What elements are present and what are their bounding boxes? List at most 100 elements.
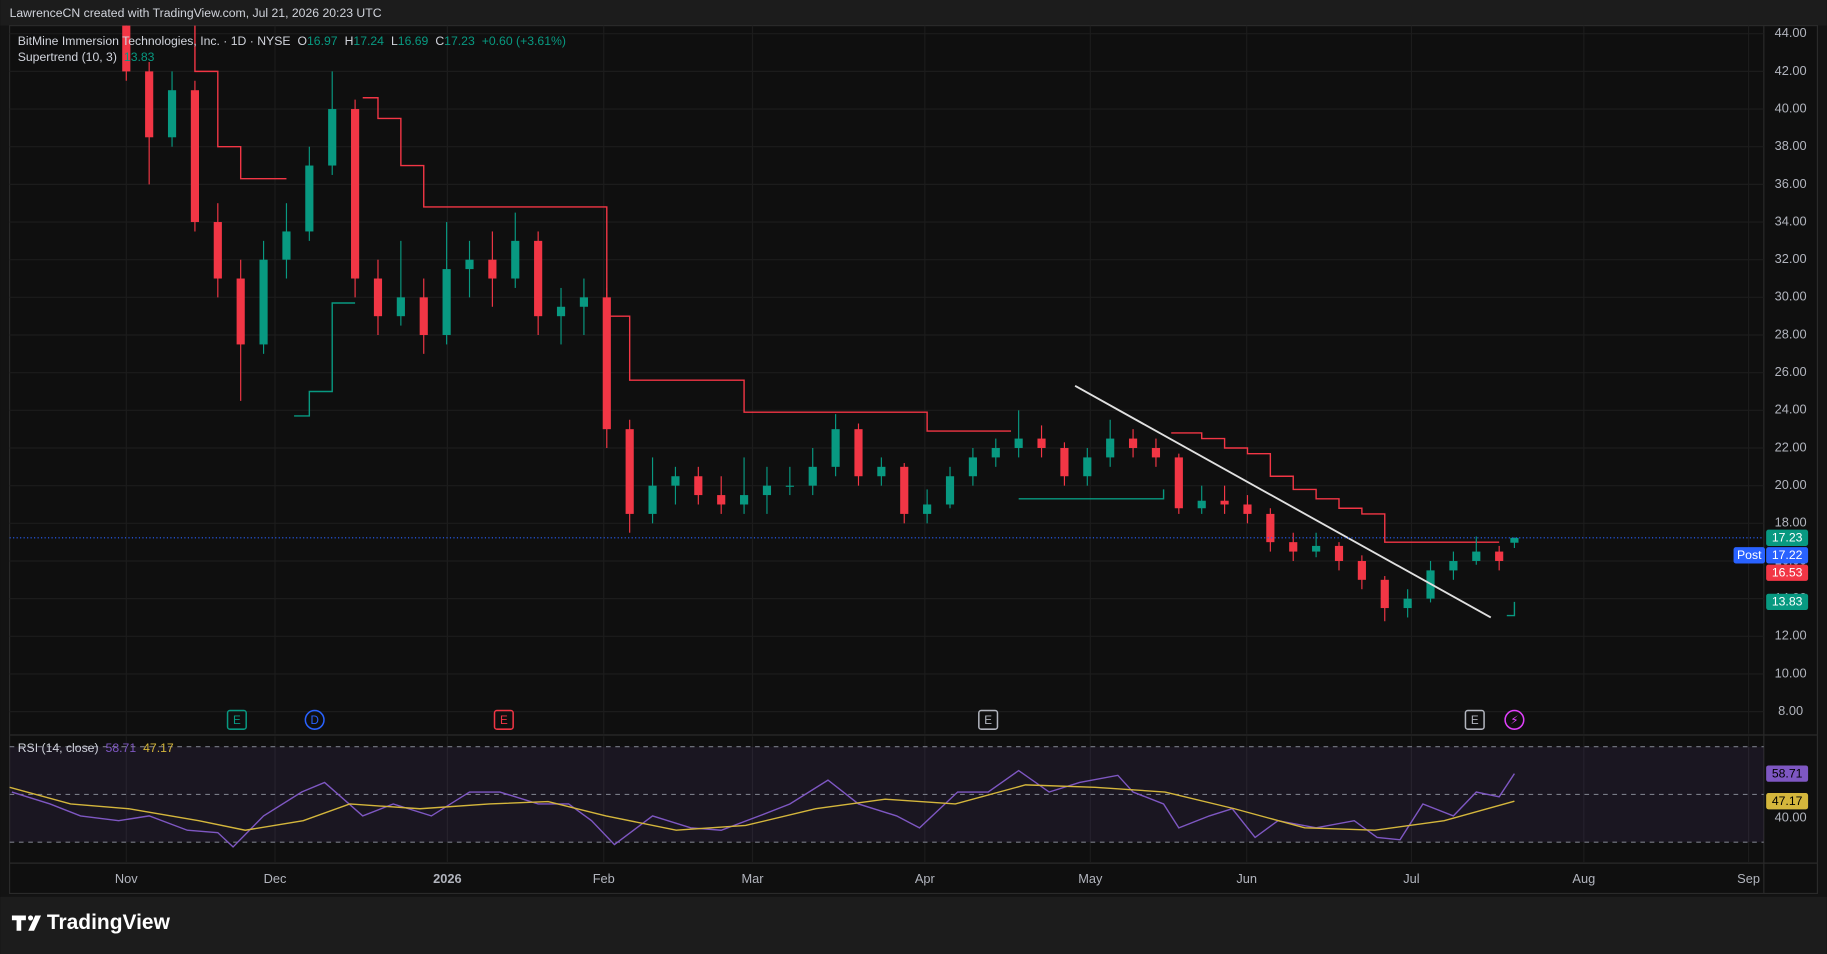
candle-body	[1060, 447, 1069, 477]
ohlc-letter: L	[391, 34, 398, 48]
x-tick-label: Sep	[1737, 871, 1760, 886]
price-label-box	[1766, 564, 1809, 581]
rsi-label: 47.17	[1772, 794, 1803, 808]
price-tag-box	[1733, 547, 1765, 564]
x-tick-label: Nov	[115, 871, 138, 886]
candle-body	[1174, 457, 1183, 509]
candle-body	[694, 476, 703, 496]
candle-body	[442, 269, 451, 336]
ohlc-value: 16.97	[307, 34, 338, 48]
ohlc-letter: C	[435, 34, 444, 48]
candle-body	[1472, 551, 1481, 561]
candle-body	[351, 109, 360, 279]
y-tick-label: 26.00	[1775, 364, 1807, 379]
price-label-box	[1766, 593, 1809, 610]
x-tick-label: Feb	[593, 871, 615, 886]
y-tick-label: 30.00	[1775, 289, 1807, 304]
y-tick-label: 38.00	[1775, 138, 1807, 153]
supertrend-up	[294, 302, 1516, 617]
candle-body	[1220, 500, 1229, 505]
event-marker	[978, 709, 999, 730]
event-label: E	[500, 714, 508, 727]
candle-body	[167, 90, 177, 138]
candle-body	[648, 485, 657, 514]
price-pane	[9, 25, 1764, 734]
y-tick-label: 12.00	[1775, 628, 1807, 643]
supertrend-name: Supertrend (10, 3)	[18, 50, 117, 64]
candle-body	[968, 457, 977, 477]
candle-body	[328, 109, 337, 166]
x-tick-label: Jul	[1403, 871, 1419, 886]
event-marker	[304, 709, 325, 730]
price-label-box	[1766, 547, 1809, 564]
x-tick-label: 2026	[433, 871, 461, 886]
candle-body	[488, 259, 497, 279]
candle-body	[579, 297, 588, 307]
candle-body	[556, 306, 566, 317]
y-tick-label: 40.00	[1775, 810, 1807, 825]
symbol-title: BitMine Immersion Technologies, Inc. · 1…	[18, 34, 291, 48]
rsi-label-box	[1766, 793, 1809, 810]
candle-body	[259, 259, 268, 345]
price-label-box	[1766, 529, 1809, 546]
candle-body	[717, 495, 726, 505]
y-tick-label: 20.00	[1775, 477, 1807, 492]
candle-body	[625, 429, 634, 514]
candle-body	[511, 240, 520, 279]
y-tick-label: 24.00	[1775, 402, 1807, 417]
candle-body	[1106, 438, 1115, 458]
candle-body	[236, 278, 245, 345]
candle-body	[373, 278, 383, 317]
candle-body	[945, 476, 955, 505]
overlay: Nov Dec 2026 Feb Mar Apr May Jun Jul Aug Sep 8.00 10…	[18, 25, 1809, 886]
y-tick-label: 36.00	[1775, 176, 1807, 191]
candle-body	[1449, 560, 1458, 571]
credit: LawrenceCN created with TradingView.com,…	[10, 6, 382, 20]
rsi-label: 58.71	[1772, 766, 1803, 780]
candle-body	[1197, 500, 1206, 509]
ohlc-value: 16.69	[398, 34, 429, 48]
event-label: E	[233, 714, 241, 727]
y-tick-label: 18.00	[1775, 515, 1807, 530]
event-marker	[493, 709, 514, 730]
candle-body	[396, 297, 405, 317]
x-tick-label: Mar	[741, 871, 764, 886]
candle-body	[1266, 513, 1275, 543]
tv-logo	[11, 915, 42, 931]
candle-body	[602, 297, 611, 430]
candle-body	[1037, 438, 1046, 448]
candle-body	[213, 222, 222, 279]
y-tick-label: 8.00	[1778, 703, 1803, 718]
candle-body	[854, 429, 863, 477]
ohlc-value: 17.23	[444, 34, 475, 48]
price-label: 17.23	[1772, 531, 1803, 545]
rsi-line	[9, 784, 1515, 831]
candle-body	[1151, 447, 1161, 458]
candle-body	[923, 504, 932, 514]
candle-body	[991, 447, 1000, 458]
supertrend-legend: Supertrend (10, 3) 13.83	[18, 50, 155, 64]
rsi-line	[11, 769, 1516, 848]
event-label: E	[1471, 714, 1479, 727]
logo-mark	[11, 915, 26, 931]
legend: BitMine Immersion Technologies, Inc. · 1…	[18, 34, 566, 48]
candle-body	[785, 485, 794, 487]
event-marker	[226, 709, 247, 730]
candle-body	[900, 466, 909, 514]
event-label: ⚡	[1510, 714, 1518, 727]
ohlc-letter: H	[345, 34, 354, 48]
rsi-legend: RSI (14, close) 58.71 47.17	[18, 741, 174, 755]
x-tick-label: May	[1078, 871, 1103, 886]
y-tick-label: 40.00	[1775, 100, 1807, 115]
bottom-bar	[0, 896, 1827, 954]
trend-line	[1074, 385, 1492, 619]
rsi-pane	[9, 736, 1764, 862]
candle-body	[122, 25, 131, 72]
rsi-value: 58.71	[106, 741, 137, 755]
y-tick-label: 34.00	[1775, 213, 1807, 228]
y-tick-label: 32.00	[1775, 251, 1807, 266]
event-marker	[1504, 709, 1525, 730]
top-bar	[0, 0, 1827, 26]
candle-body	[1128, 438, 1138, 448]
